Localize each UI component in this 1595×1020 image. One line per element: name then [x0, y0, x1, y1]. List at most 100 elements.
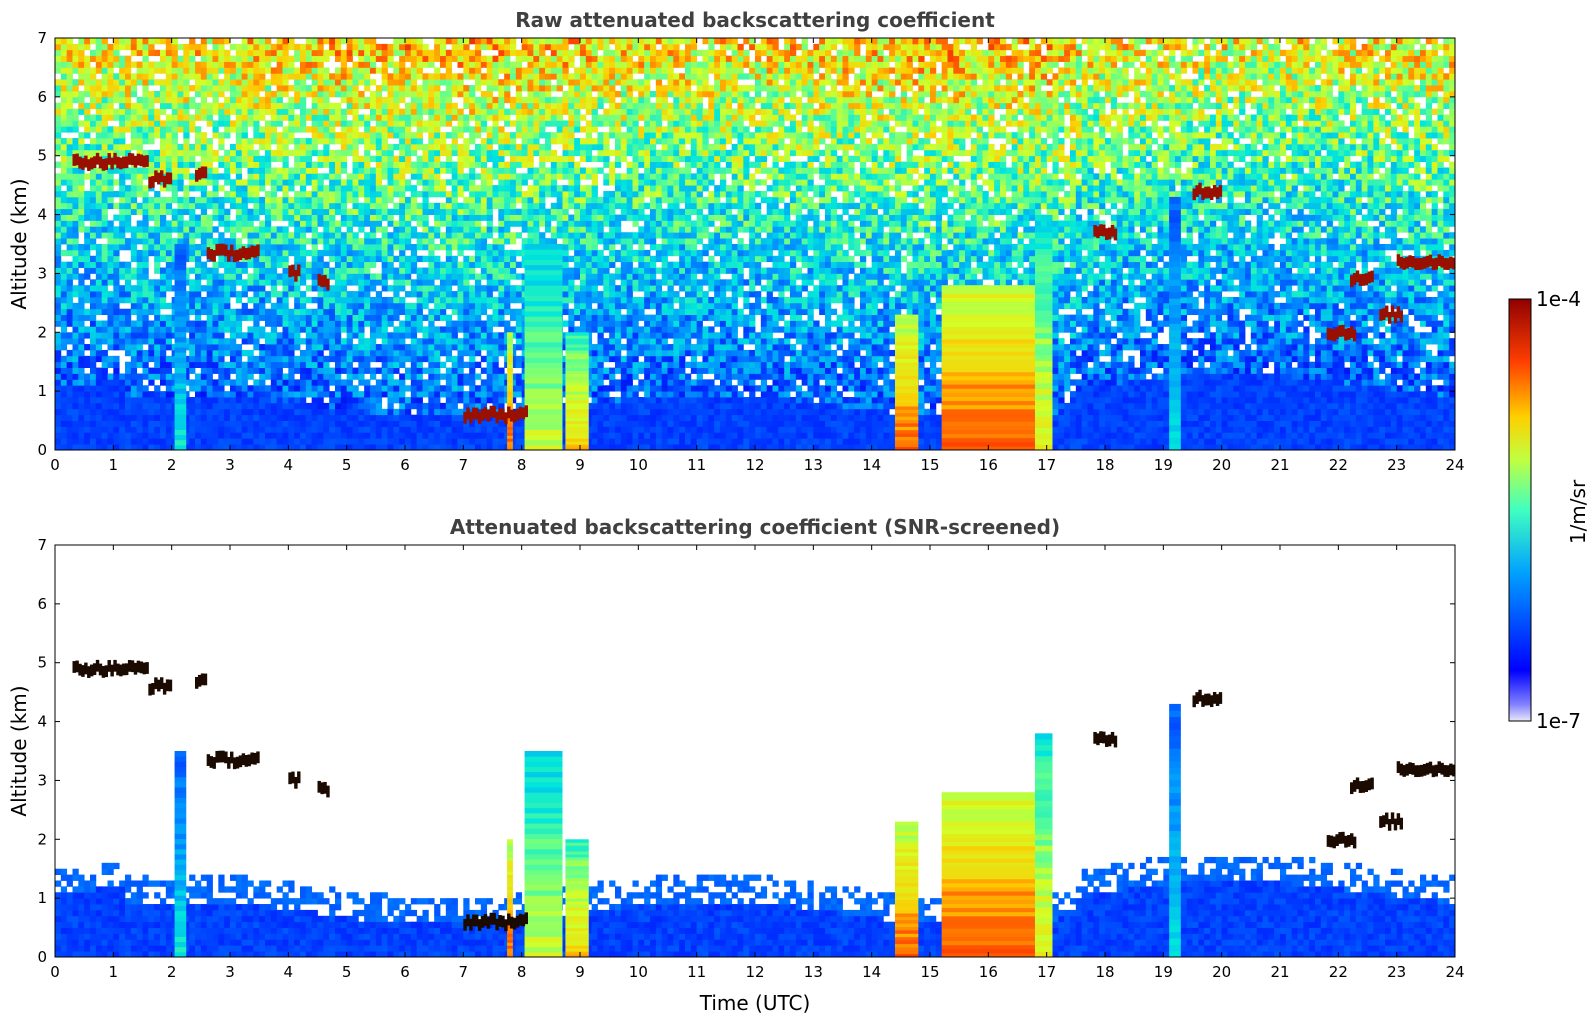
backscatter-cell — [148, 244, 155, 251]
backscatter-cell — [381, 373, 388, 380]
backscatter-cell — [136, 138, 143, 145]
backscatter-cell — [259, 161, 266, 168]
backscatter-cell — [364, 161, 371, 168]
backscatter-cell — [95, 391, 103, 398]
backscatter-cell — [189, 149, 196, 157]
backscatter-cell — [294, 191, 301, 198]
backscatter-cell — [498, 161, 505, 168]
backscatter-cell — [212, 238, 219, 245]
backscatter-cell — [60, 161, 68, 168]
backscatter-cell — [393, 338, 400, 345]
backscatter-cell — [165, 114, 173, 121]
backscatter-cell — [399, 61, 406, 68]
backscatter-cell — [66, 414, 73, 421]
backscatter-cell — [451, 49, 458, 57]
backscatter-cell — [206, 38, 213, 45]
backscatter-cell — [101, 432, 108, 439]
backscatter-cell — [486, 55, 493, 62]
backscatter-cell — [358, 373, 365, 380]
backscatter-cell — [142, 355, 149, 363]
backscatter-cell — [305, 173, 313, 180]
backscatter-cell — [381, 355, 388, 363]
backscatter-cell — [66, 108, 73, 115]
backscatter-cell — [335, 244, 342, 251]
backscatter-cell — [346, 255, 353, 263]
backscatter-cell — [241, 438, 248, 445]
backscatter-cell — [457, 185, 464, 192]
backscatter-cell — [510, 202, 517, 210]
backscatter-cell — [399, 232, 406, 239]
backscatter-cell — [480, 208, 488, 215]
backscatter-cell — [90, 308, 97, 316]
backscatter-cell — [253, 179, 260, 186]
backscatter-cell — [142, 338, 149, 345]
backscatter-cell — [486, 43, 493, 51]
backscatter-cell — [288, 249, 295, 257]
backscatter-cell — [206, 349, 213, 357]
backscatter-cell — [72, 438, 79, 445]
backscatter-cell — [160, 161, 167, 168]
backscatter-cell — [206, 214, 213, 221]
backscatter-cell — [311, 220, 318, 227]
backscatter-cell — [504, 61, 511, 68]
backscatter-cell — [463, 232, 470, 239]
backscatter-cell — [148, 61, 155, 68]
backscatter-cell — [305, 38, 313, 45]
backscatter-cell — [235, 402, 243, 410]
backscatter-cell — [434, 67, 441, 74]
backscatter-cell — [329, 196, 336, 204]
backscatter-cell — [370, 126, 377, 133]
backscatter-cell — [428, 114, 435, 121]
backscatter-cell — [381, 426, 388, 433]
backscatter-cell — [300, 226, 307, 233]
backscatter-cell — [329, 426, 336, 433]
backscatter-cell — [148, 291, 155, 298]
backscatter-cell — [60, 238, 68, 245]
backscatter-cell — [352, 267, 359, 274]
backscatter-cell — [422, 102, 429, 110]
backscatter-cell — [486, 126, 493, 133]
backscatter-cell — [282, 126, 289, 133]
backscatter-cell — [311, 402, 318, 410]
backscatter-cell — [504, 273, 511, 280]
backscatter-cell — [410, 326, 418, 333]
backscatter-cell — [422, 43, 429, 51]
backscatter-cell — [200, 326, 208, 333]
backscatter-cell — [387, 114, 394, 121]
backscatter-cell — [445, 338, 453, 345]
backscatter-cell — [259, 420, 266, 427]
backscatter-cell — [498, 308, 505, 316]
backscatter-cell — [78, 38, 85, 45]
backscatter-cell — [352, 132, 359, 139]
backscatter-cell — [107, 226, 114, 233]
backscatter-cell — [317, 402, 324, 410]
backscatter-cell — [486, 385, 493, 392]
backscatter-cell — [148, 432, 155, 439]
backscatter-cell — [90, 143, 97, 151]
backscatter-cell — [294, 408, 301, 416]
backscatter-cell — [60, 438, 68, 445]
backscatter-cell — [364, 114, 371, 121]
backscatter-cell — [218, 132, 225, 139]
backscatter-cell — [370, 244, 377, 251]
backscatter-cell — [370, 108, 377, 115]
backscatter-cell — [183, 226, 190, 233]
backscatter-cell — [335, 114, 342, 121]
backscatter-cell — [305, 361, 313, 368]
backscatter-cell — [305, 261, 313, 268]
backscatter-cell — [434, 338, 441, 345]
backscatter-cell — [305, 338, 313, 345]
backscatter-cell — [288, 367, 295, 374]
backscatter-cell — [276, 338, 283, 345]
backscatter-cell — [165, 155, 173, 162]
backscatter-cell — [247, 149, 254, 157]
backscatter-cell — [515, 379, 523, 386]
backscatter-cell — [206, 438, 213, 445]
backscatter-cell — [200, 161, 208, 168]
backscatter-cell — [212, 85, 219, 92]
backscatter-cell — [107, 202, 114, 210]
backscatter-cell — [399, 355, 406, 363]
backscatter-cell — [422, 332, 429, 339]
backscatter-cell — [463, 138, 470, 145]
backscatter-cell — [288, 238, 295, 245]
